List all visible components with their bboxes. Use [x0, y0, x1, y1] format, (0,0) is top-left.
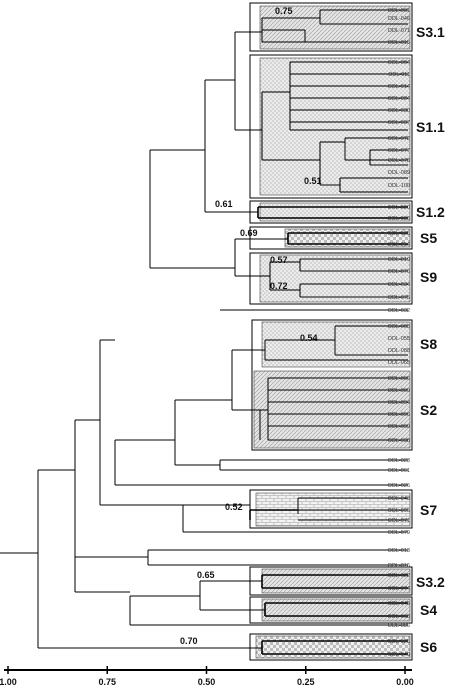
support-value: 0.75 — [275, 6, 293, 16]
leaf-label: ODL-022 — [388, 573, 410, 579]
leaf-label: ODL-078 — [388, 158, 410, 164]
leaf-label: ODL-024 — [388, 96, 410, 102]
leaf-label: ODL-023 — [388, 458, 410, 464]
support-value: 0.57 — [270, 255, 288, 265]
tree-branches — [0, 9, 408, 655]
leaf-labels: ODL-001 ODL-046 ODL-071 ODL-015 ODL-004 ODL-0… — [388, 8, 410, 658]
leaf-label: ODL-019 — [388, 257, 410, 263]
leaf-label: ODL-061 — [388, 468, 410, 474]
group-label-s6: S6 — [420, 639, 437, 655]
leaf-label: ODL-088 — [388, 348, 410, 354]
leaf-label: ODL-072 — [388, 136, 410, 142]
leaf-label: ODL-100 — [388, 183, 410, 189]
leaf-label: ODL-043 — [388, 496, 410, 502]
support-value: 0.61 — [215, 199, 233, 209]
fill-s9 — [259, 254, 411, 303]
axis-tick-label: 0.50 — [198, 677, 216, 687]
leaf-label: ODL-094 — [388, 400, 410, 406]
axis-tick-label: 1.00 — [0, 677, 17, 687]
support-value: 0.51 — [304, 176, 322, 186]
fill-s1-1 — [259, 57, 411, 196]
support-value: 0.72 — [270, 281, 288, 291]
support-value: 0.65 — [197, 570, 215, 580]
group-label-s5: S5 — [420, 230, 437, 246]
leaf-label: ODL-005 — [388, 324, 410, 330]
support-value: 0.70 — [180, 636, 198, 646]
group-label-s8: S8 — [420, 336, 437, 352]
fill-s2 — [253, 370, 411, 449]
leaf-label: ODL-089 — [388, 170, 410, 176]
group-label-s9: S9 — [420, 269, 437, 285]
support-values: 0.75 0.51 0.61 0.69 0.57 0.72 0.54 0.52 … — [180, 6, 322, 646]
leaf-label: ODL-040 — [388, 652, 410, 658]
support-value: 0.52 — [225, 502, 243, 512]
leaf-label: ODL-096 — [388, 412, 410, 418]
group-label-s1-2: S1.2 — [416, 204, 445, 220]
leaf-label: ODL-013 — [388, 548, 410, 554]
fill-s3-2 — [261, 568, 411, 594]
group-label-s7: S7 — [420, 502, 437, 518]
leaf-label: ODL-075 — [388, 295, 410, 301]
leaf-label: ODL-025 — [388, 639, 410, 645]
leaf-label: ODL-045 — [388, 601, 410, 607]
leaf-label: ODL-020 — [388, 205, 410, 211]
leaf-label: ODL-055 — [388, 336, 410, 342]
group-label-s4: S4 — [420, 602, 437, 618]
leaf-label: ODL-038 — [388, 438, 410, 444]
leaf-label: ODL-077 — [388, 148, 410, 154]
leaf-label: ODL-063 — [388, 614, 410, 620]
leaf-label: ODL-054 — [388, 242, 410, 248]
leaf-label: ODL-009 — [388, 388, 410, 394]
leaf-label: ODL-004 — [388, 60, 410, 66]
group-labels: S3.1 S1.1 S1.2 S5 S9 S8 S2 S7 S3.2 S4 S6 — [416, 24, 445, 655]
leaf-label: ODL-006 — [388, 376, 410, 382]
leaf-label: ODL-026 — [388, 483, 410, 489]
leaf-label: ODL-079 — [388, 530, 410, 536]
support-value: 0.69 — [240, 228, 258, 238]
axis-tick-label: 0.00 — [396, 677, 414, 687]
leaf-label: ODL-071 — [388, 28, 410, 34]
distance-axis: 1.00 0.75 0.50 0.25 0.00 — [0, 666, 414, 687]
leaf-label: ODL-076 — [388, 269, 410, 275]
leaf-label: ODL-001 — [388, 8, 410, 14]
group-label-s3-1: S3.1 — [416, 24, 445, 40]
leaf-label: ODL-037 — [388, 120, 410, 126]
leaf-label: ODL-030 — [388, 108, 410, 114]
axis-tick-label: 0.25 — [297, 677, 315, 687]
leaf-label: ODL-011 — [388, 72, 410, 78]
leaf-label: ODL-095 — [388, 508, 410, 514]
support-value: 0.54 — [300, 333, 318, 343]
leaf-label: ODL-036 — [388, 216, 410, 222]
group-fills — [253, 5, 411, 659]
leaf-label: ODL-015 — [388, 40, 410, 46]
leaf-label: ODL-074 — [388, 586, 410, 592]
group-label-s2: S2 — [420, 402, 437, 418]
leaf-label: ODL-035 — [388, 231, 410, 237]
leaf-label: ODL-086 — [388, 623, 410, 629]
group-label-s1-1: S1.1 — [416, 119, 445, 135]
axis-tick-label: 0.75 — [98, 677, 116, 687]
leaf-label: ODL-034 — [388, 282, 410, 288]
leaf-label: ODL-099 — [388, 424, 410, 430]
leaf-label: ODL-065 — [388, 360, 410, 366]
group-label-s3-2: S3.2 — [416, 574, 445, 590]
leaf-label: ODL-071 — [388, 518, 410, 524]
leaf-label: ODL-046 — [388, 16, 410, 22]
leaf-label: ODL-016 — [388, 563, 410, 569]
leaf-label: ODL-032 — [388, 308, 410, 314]
leaf-label: ODL-014 — [388, 84, 410, 90]
